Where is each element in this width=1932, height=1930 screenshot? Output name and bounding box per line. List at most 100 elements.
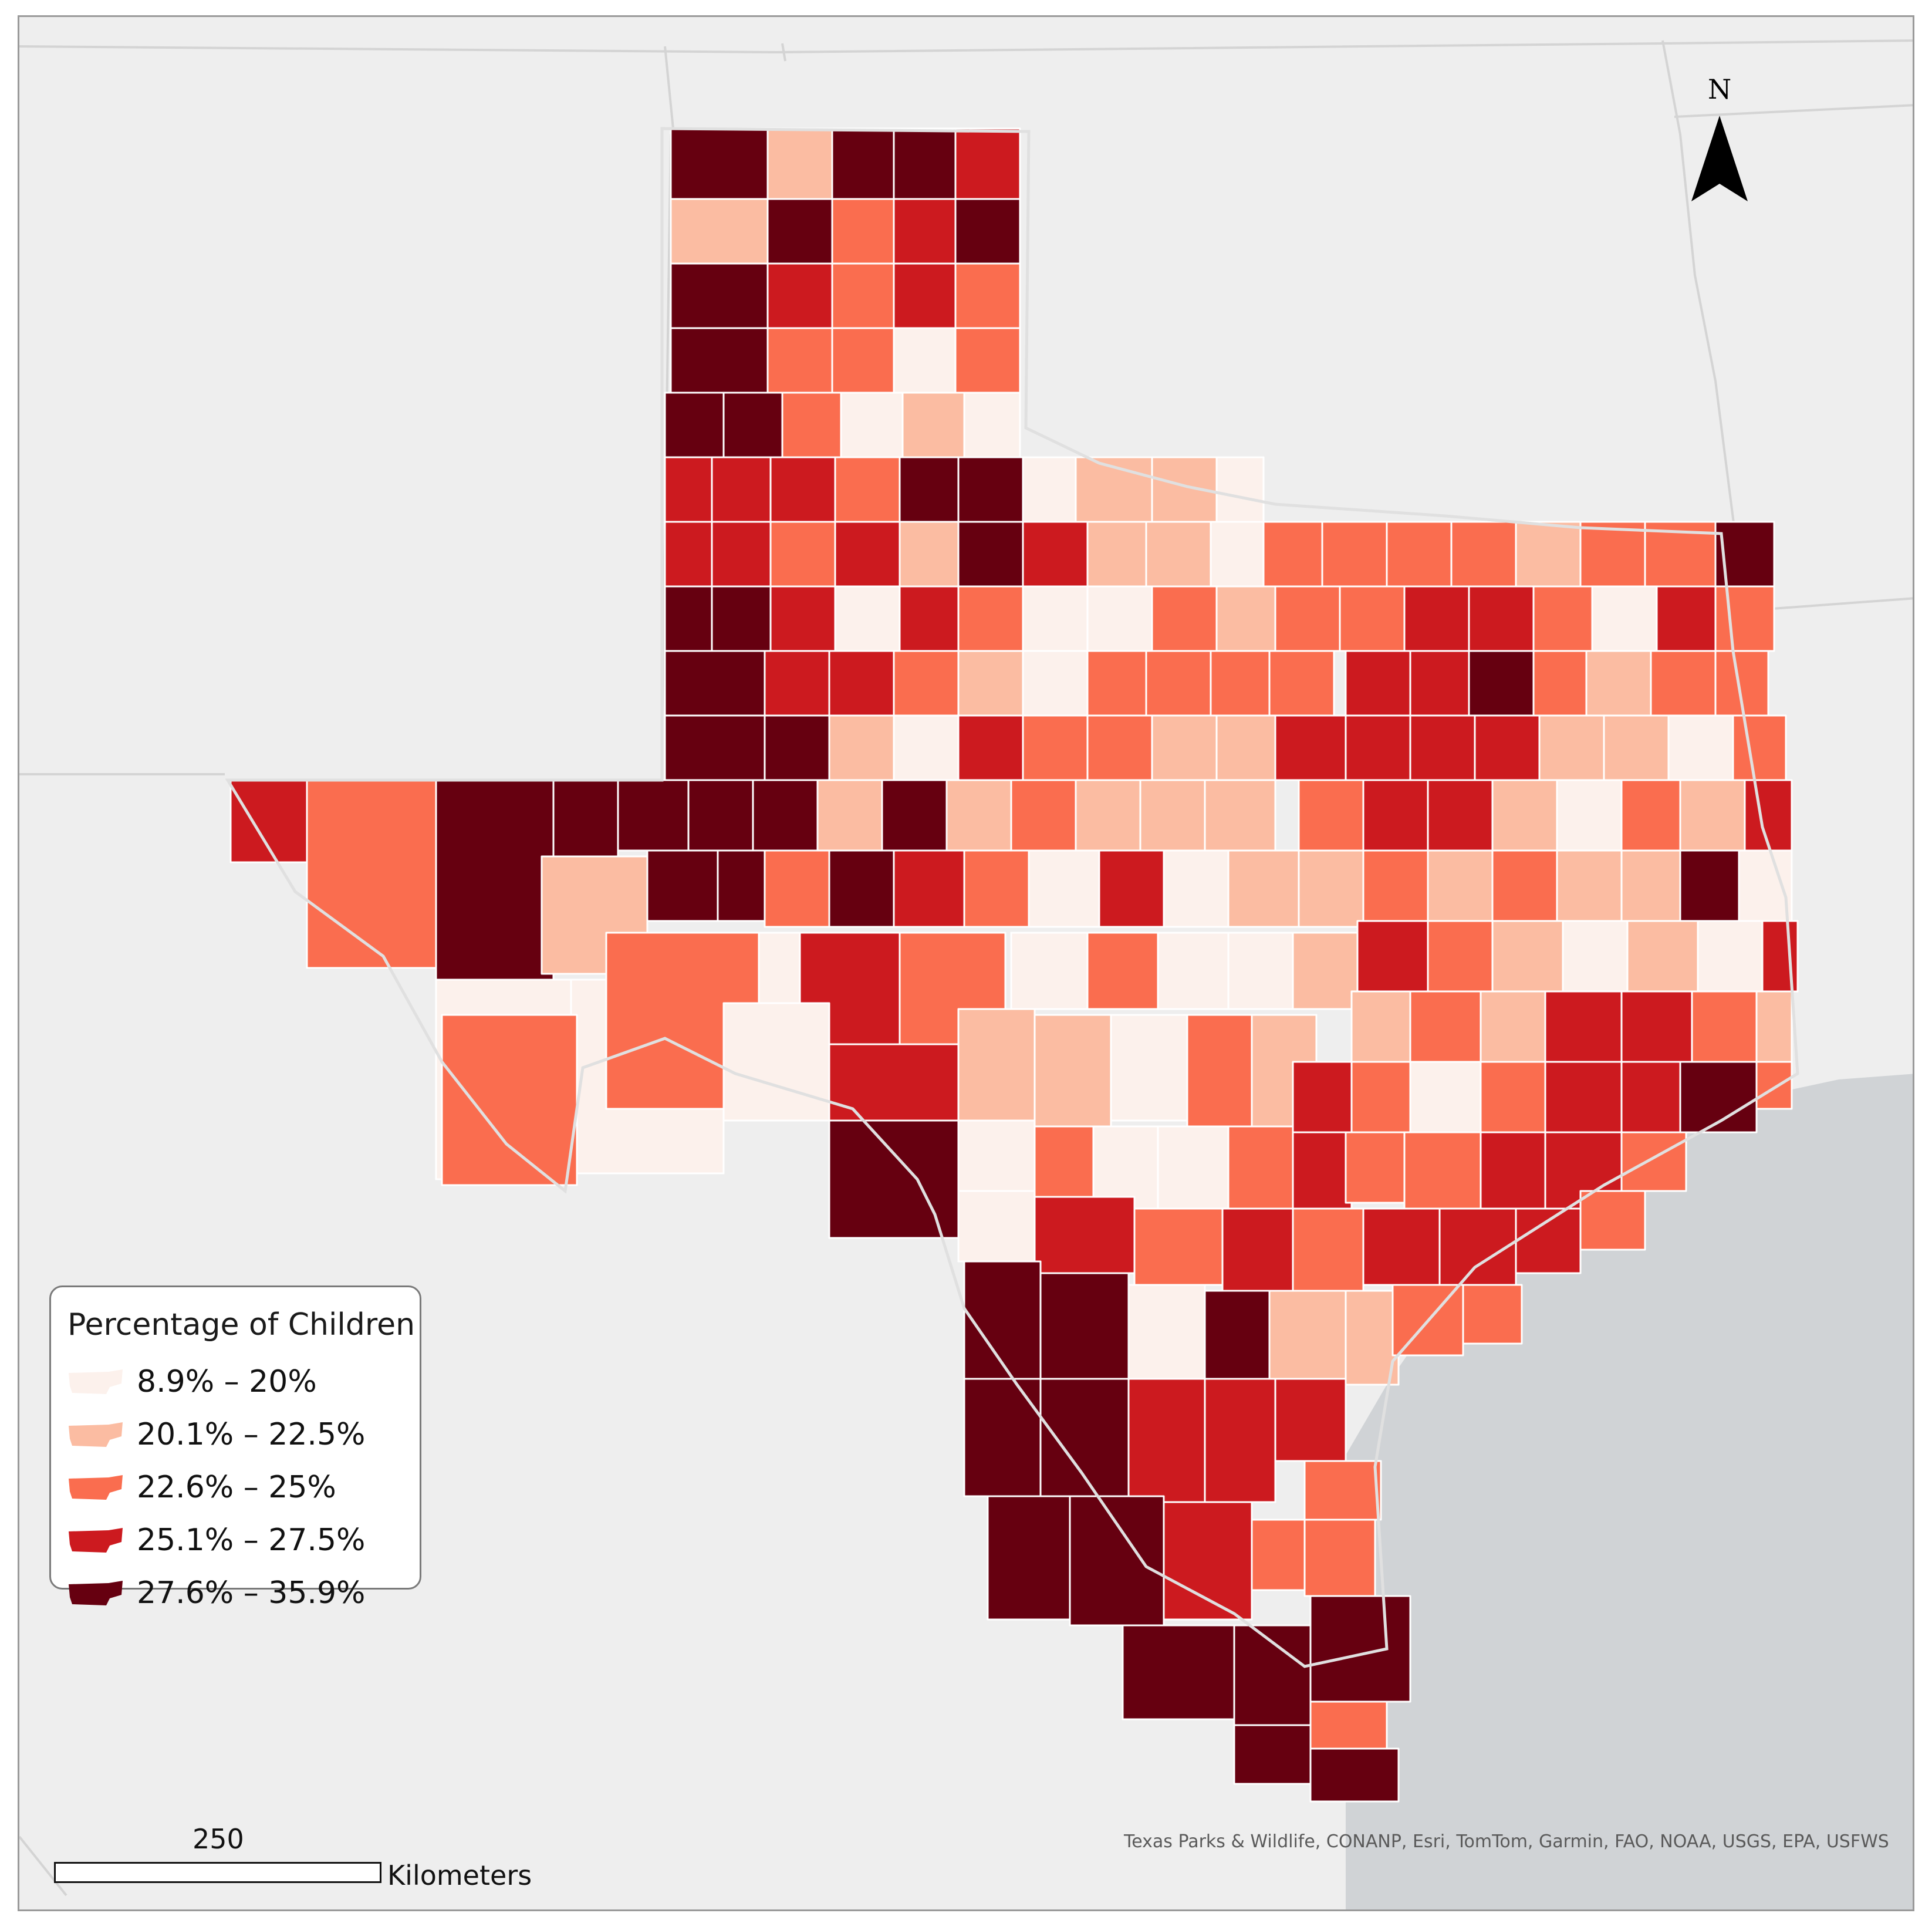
county[interactable] <box>1075 779 1141 852</box>
county[interactable] <box>1262 521 1323 588</box>
county[interactable] <box>1086 932 1159 1010</box>
county[interactable] <box>687 779 754 852</box>
county[interactable] <box>1538 714 1605 781</box>
county[interactable] <box>1022 456 1077 523</box>
county[interactable] <box>899 456 960 523</box>
county[interactable] <box>1215 456 1265 523</box>
county[interactable] <box>1532 585 1593 652</box>
county[interactable] <box>957 521 1024 588</box>
county[interactable] <box>1069 1495 1165 1627</box>
county[interactable] <box>1227 932 1294 1010</box>
county[interactable] <box>1127 1284 1206 1380</box>
county[interactable] <box>1403 585 1470 652</box>
county[interactable] <box>1309 1595 1411 1703</box>
county[interactable] <box>670 262 769 329</box>
county[interactable] <box>1350 1061 1411 1133</box>
county[interactable] <box>1215 714 1282 781</box>
county[interactable] <box>1204 1290 1271 1380</box>
county[interactable] <box>1714 585 1775 652</box>
county[interactable] <box>1620 1061 1681 1133</box>
county[interactable] <box>711 585 772 652</box>
county[interactable] <box>893 714 960 781</box>
county[interactable] <box>957 1008 1036 1128</box>
county[interactable] <box>1350 990 1411 1063</box>
county[interactable] <box>1292 1207 1364 1292</box>
county[interactable] <box>1562 920 1629 993</box>
county[interactable] <box>945 779 1012 852</box>
county[interactable] <box>831 127 895 200</box>
county[interactable] <box>1022 585 1089 652</box>
county[interactable] <box>1362 1207 1441 1286</box>
county[interactable] <box>1515 1207 1582 1274</box>
county[interactable] <box>954 327 1021 394</box>
county[interactable] <box>1309 1747 1400 1803</box>
county[interactable] <box>828 650 895 717</box>
county[interactable] <box>1755 990 1793 1063</box>
county[interactable] <box>828 714 895 781</box>
county[interactable] <box>1620 849 1681 922</box>
county[interactable] <box>1480 990 1546 1063</box>
county[interactable] <box>1409 650 1470 717</box>
county[interactable] <box>1579 1190 1646 1251</box>
county[interactable] <box>664 521 713 588</box>
county[interactable] <box>1356 920 1429 993</box>
county[interactable] <box>840 392 904 458</box>
county[interactable] <box>831 198 895 265</box>
county[interactable] <box>1292 1125 1353 1210</box>
county[interactable] <box>441 1014 578 1186</box>
county[interactable] <box>957 456 1024 523</box>
county[interactable] <box>1409 714 1476 787</box>
county[interactable] <box>1309 1700 1388 1750</box>
county[interactable] <box>1303 1460 1382 1521</box>
county[interactable] <box>1732 714 1787 781</box>
county[interactable] <box>1738 849 1793 922</box>
county[interactable] <box>1251 1519 1312 1591</box>
county[interactable] <box>1409 1061 1482 1133</box>
county[interactable] <box>881 779 948 852</box>
county[interactable] <box>1620 1131 1687 1192</box>
county[interactable] <box>957 714 1024 781</box>
county[interactable] <box>1086 585 1153 652</box>
county[interactable] <box>1480 1131 1546 1210</box>
county[interactable] <box>1556 849 1623 922</box>
county[interactable] <box>1620 779 1681 852</box>
county[interactable] <box>664 714 766 781</box>
county[interactable] <box>764 650 830 717</box>
county[interactable] <box>893 327 957 394</box>
county[interactable] <box>1227 1125 1294 1210</box>
county[interactable] <box>1409 990 1482 1063</box>
county[interactable] <box>893 849 965 928</box>
county[interactable] <box>963 392 1021 458</box>
county[interactable] <box>1268 1290 1347 1386</box>
county[interactable] <box>1468 650 1535 717</box>
county[interactable] <box>1233 1724 1312 1785</box>
county[interactable] <box>899 585 960 652</box>
county[interactable] <box>670 127 769 200</box>
county[interactable] <box>670 198 769 265</box>
county[interactable] <box>834 456 901 523</box>
county[interactable] <box>769 521 836 588</box>
county[interactable] <box>435 779 555 981</box>
county[interactable] <box>831 327 895 394</box>
county[interactable] <box>781 392 842 458</box>
county[interactable] <box>1650 650 1717 717</box>
county[interactable] <box>1345 1131 1406 1204</box>
county[interactable] <box>831 262 895 329</box>
county[interactable] <box>1474 714 1541 781</box>
county[interactable] <box>306 779 437 969</box>
county[interactable] <box>1403 1131 1482 1210</box>
county[interactable] <box>1298 849 1364 928</box>
county[interactable] <box>1438 1207 1517 1286</box>
county[interactable] <box>1480 1061 1546 1133</box>
county[interactable] <box>899 521 960 588</box>
county[interactable] <box>834 585 901 652</box>
county[interactable] <box>1215 585 1276 652</box>
county[interactable] <box>1298 779 1364 852</box>
county[interactable] <box>1303 1519 1376 1597</box>
county[interactable] <box>963 849 1030 928</box>
county[interactable] <box>1139 779 1206 852</box>
county[interactable] <box>1086 521 1147 588</box>
county[interactable] <box>1386 521 1453 588</box>
county[interactable] <box>766 127 833 200</box>
county[interactable] <box>1127 1378 1206 1503</box>
